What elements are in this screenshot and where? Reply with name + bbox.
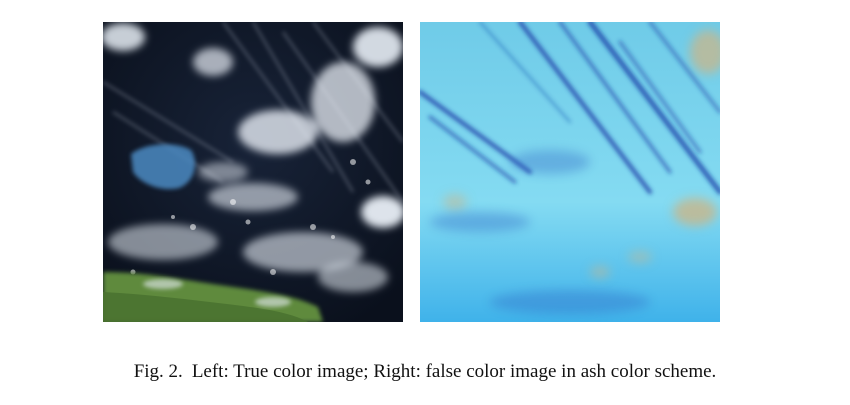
figure-caption-text: Left: True color image; Right: false col… — [191, 361, 717, 382]
ash-false-color-satellite-render — [420, 22, 720, 322]
true-color-satellite-render — [103, 22, 403, 322]
true-color-image — [103, 22, 403, 322]
ash-false-color-image — [420, 22, 720, 322]
figure-label: Fig. 2. — [133, 361, 183, 382]
figure-caption: Fig. 2. Left: True color image; Right: fa… — [0, 361, 850, 383]
